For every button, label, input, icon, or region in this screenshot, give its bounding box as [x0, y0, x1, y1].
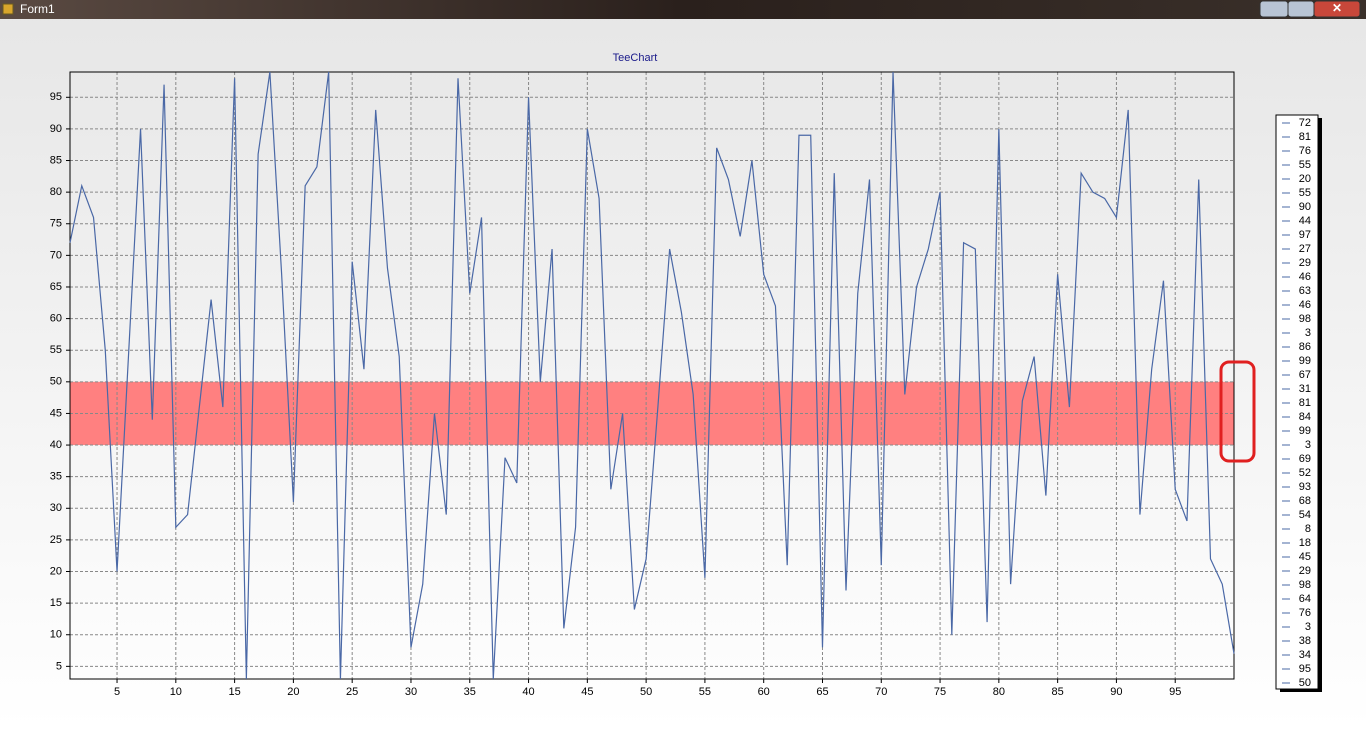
x-tick-label: 75: [934, 686, 946, 698]
legend-entry: 68: [1299, 495, 1311, 507]
legend-entry: 3: [1305, 621, 1311, 633]
legend-entry: 86: [1299, 341, 1311, 353]
y-tick-label: 30: [50, 502, 62, 514]
series-line: [69, 71, 1235, 680]
x-tick-label: 85: [1052, 686, 1064, 698]
x-tick-label: 30: [405, 686, 417, 698]
y-tick-label: 40: [50, 439, 62, 451]
y-tick-label: 15: [50, 597, 62, 609]
legend-entry: 90: [1299, 201, 1311, 213]
legend-entry: 18: [1299, 537, 1311, 549]
x-tick-label: 5: [114, 686, 120, 698]
legend-entry: 76: [1299, 607, 1311, 619]
x-tick-label: 20: [287, 686, 299, 698]
window-title: Form1: [20, 2, 55, 16]
legend-entry: 84: [1299, 411, 1311, 423]
y-tick-label: 95: [50, 91, 62, 103]
legend-entry: 98: [1299, 579, 1311, 591]
title-bar: [0, 0, 1366, 19]
legend-entry: 52: [1299, 467, 1311, 479]
legend-entry: 29: [1299, 257, 1311, 269]
legend-entry: 55: [1299, 159, 1311, 171]
y-tick-label: 80: [50, 186, 62, 198]
legend-entry: 67: [1299, 369, 1311, 381]
x-tick-label: 80: [993, 686, 1005, 698]
y-tick-label: 45: [50, 407, 62, 419]
legend-entry: 55: [1299, 187, 1311, 199]
highlight-annotation: [1219, 360, 1256, 463]
legend-entry: 93: [1299, 481, 1311, 493]
legend-entry: 34: [1299, 649, 1311, 661]
y-tick-label: 10: [50, 629, 62, 641]
legend-entry: 97: [1299, 229, 1311, 241]
x-tick-label: 55: [699, 686, 711, 698]
y-tick-label: 65: [50, 281, 62, 293]
y-tick-label: 70: [50, 249, 62, 261]
y-tick-label: 75: [50, 218, 62, 230]
legend-entry: 50: [1299, 677, 1311, 689]
legend-entry: 3: [1305, 439, 1311, 451]
x-tick-label: 50: [640, 686, 652, 698]
y-tick-label: 50: [50, 376, 62, 388]
x-tick-label: 60: [758, 686, 770, 698]
x-tick-label: 65: [816, 686, 828, 698]
x-tick-label: 10: [170, 686, 182, 698]
y-tick-label: 35: [50, 471, 62, 483]
legend-entry: 3: [1305, 327, 1311, 339]
chart-title: TeeChart: [613, 52, 658, 64]
y-tick-label: 5: [56, 660, 62, 672]
legend-entry: 27: [1299, 243, 1311, 255]
legend-entry: 38: [1299, 635, 1311, 647]
legend-entry: 76: [1299, 145, 1311, 157]
legend-entry: 45: [1299, 551, 1311, 563]
legend-entry: 81: [1299, 131, 1311, 143]
minimize-button[interactable]: [1259, 0, 1289, 18]
y-tick-label: 25: [50, 534, 62, 546]
legend-entry: 46: [1299, 299, 1311, 311]
plot-frame: [69, 71, 1235, 680]
y-tick-label: 90: [50, 123, 62, 135]
y-tick-label: 85: [50, 154, 62, 166]
legend-entry: 20: [1299, 173, 1311, 185]
legend-entry: 64: [1299, 593, 1311, 605]
x-tick-label: 35: [464, 686, 476, 698]
x-tick-label: 40: [522, 686, 534, 698]
app-icon: [2, 3, 14, 15]
legend-entry: 81: [1299, 397, 1311, 409]
legend-entry: 95: [1299, 663, 1311, 675]
y-tick-label: 55: [50, 344, 62, 356]
legend-box: [1275, 114, 1319, 690]
legend-entry: 72: [1299, 117, 1311, 129]
x-tick-label: 70: [875, 686, 887, 698]
x-tick-label: 25: [346, 686, 358, 698]
legend-entry: 98: [1299, 313, 1311, 325]
legend-entry: 99: [1299, 355, 1311, 367]
y-tick-label: 60: [50, 313, 62, 325]
legend-entry: 31: [1299, 383, 1311, 395]
legend-entry: 44: [1299, 215, 1311, 227]
maximize-button[interactable]: [1287, 0, 1315, 18]
legend-entry: 69: [1299, 453, 1311, 465]
legend-entry: 99: [1299, 425, 1311, 437]
legend-entry: 63: [1299, 285, 1311, 297]
legend-entry: 29: [1299, 565, 1311, 577]
x-tick-label: 45: [581, 686, 593, 698]
legend-entry: 8: [1305, 523, 1311, 535]
x-tick-label: 15: [228, 686, 240, 698]
x-tick-label: 90: [1110, 686, 1122, 698]
legend-entry: 54: [1299, 509, 1311, 521]
close-icon[interactable]: ✕: [1332, 1, 1342, 15]
legend-entry: 46: [1299, 271, 1311, 283]
x-tick-label: 95: [1169, 686, 1181, 698]
close-button[interactable]: [1313, 0, 1361, 18]
y-tick-label: 20: [50, 565, 62, 577]
